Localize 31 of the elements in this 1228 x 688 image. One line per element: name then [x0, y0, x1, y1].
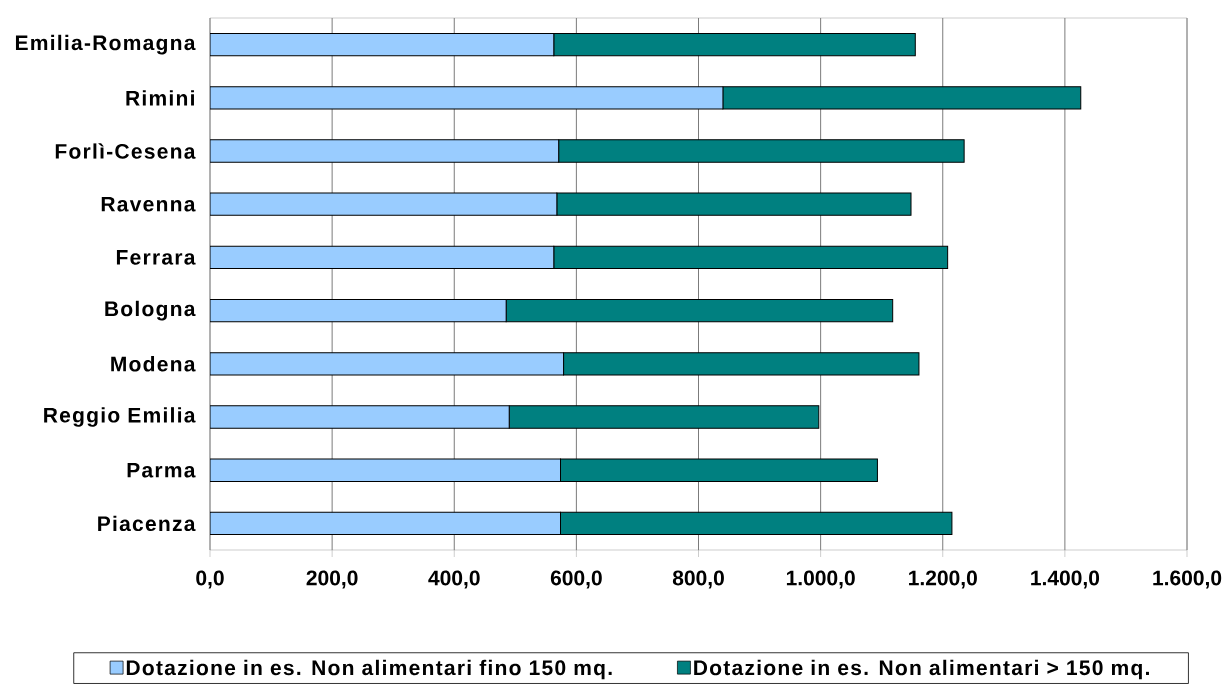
- x-tick-label: 0,0: [196, 570, 224, 589]
- x-tick-label: 400,0: [428, 570, 480, 589]
- x-tick-label: 1.600,0: [1153, 570, 1222, 589]
- x-tick-label: 1.000,0: [786, 570, 855, 589]
- bar: [210, 298, 507, 323]
- y-tick-label: Forlì-Cesena: [55, 143, 196, 159]
- x-tick-label: 1.400,0: [1031, 570, 1100, 589]
- y-tick-label: Modena: [111, 356, 196, 372]
- x-tick-label: 600,0: [550, 570, 602, 589]
- x-tick-label: 800,0: [672, 570, 724, 589]
- y-tick-label: Ravenna: [101, 196, 196, 212]
- y-tick-label: Piacenza: [98, 515, 196, 532]
- bar: [210, 139, 560, 163]
- y-tick-label: Bologna: [105, 300, 196, 321]
- bar: [210, 458, 562, 482]
- bar: [210, 86, 724, 110]
- bar: [210, 405, 510, 429]
- bar: [210, 32, 555, 57]
- x-tick-label: 200,0: [306, 570, 358, 589]
- legend-label: Dotazione in es. Non alimentari fino 150 mq.: [126, 659, 612, 680]
- bar: [210, 192, 558, 216]
- legend-label: Dotazione in es. Non alimentari > 150 mq.: [694, 659, 1149, 680]
- bar: [210, 511, 562, 536]
- bar: [210, 352, 565, 376]
- y-tick-label: Parma: [127, 462, 196, 478]
- x-tick-label: 1.200,0: [909, 570, 977, 589]
- y-tick-label: Reggio Emilia: [44, 407, 196, 427]
- y-tick-label: Emilia-Romagna: [15, 34, 196, 55]
- y-tick-label: Rimini: [126, 90, 194, 106]
- y-tick-label: Ferrara: [116, 250, 196, 265]
- bar: [210, 245, 555, 270]
